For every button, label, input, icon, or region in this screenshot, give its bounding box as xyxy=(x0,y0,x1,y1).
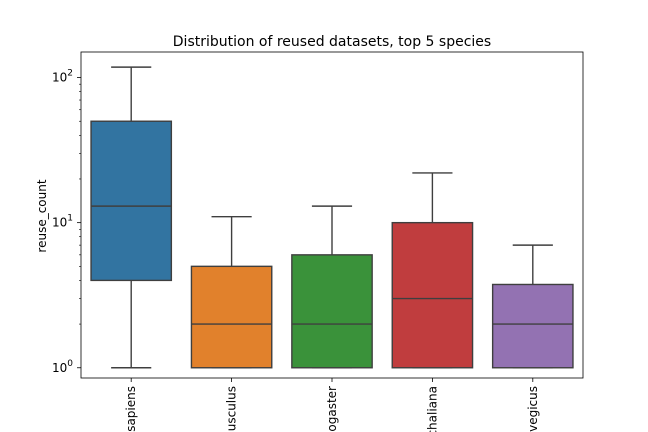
box-chaliana xyxy=(391,221,474,369)
x-tick-label: chaliana xyxy=(425,386,439,432)
box-sapiens xyxy=(90,120,173,282)
plot-area: 100 101 102 sapiens usculus ogaster chaliana ve… xyxy=(52,51,584,432)
x-tick-label: usculus xyxy=(225,386,239,431)
x-tick-label: sapiens xyxy=(124,386,138,432)
x-tick-label: ogaster xyxy=(325,386,339,432)
x-tick-label: vegicus xyxy=(526,386,540,432)
chart-title: Distribution of reused datasets, top 5 s… xyxy=(173,34,491,50)
y-axis-label: reuse_count xyxy=(35,179,49,252)
box-vegicus xyxy=(491,283,574,369)
box-ogaster xyxy=(291,254,373,369)
box-usculus xyxy=(190,265,273,369)
y-tick-label: 102 xyxy=(52,69,73,85)
y-tick-label: 101 xyxy=(52,214,73,230)
y-tick-label: 100 xyxy=(52,359,73,375)
